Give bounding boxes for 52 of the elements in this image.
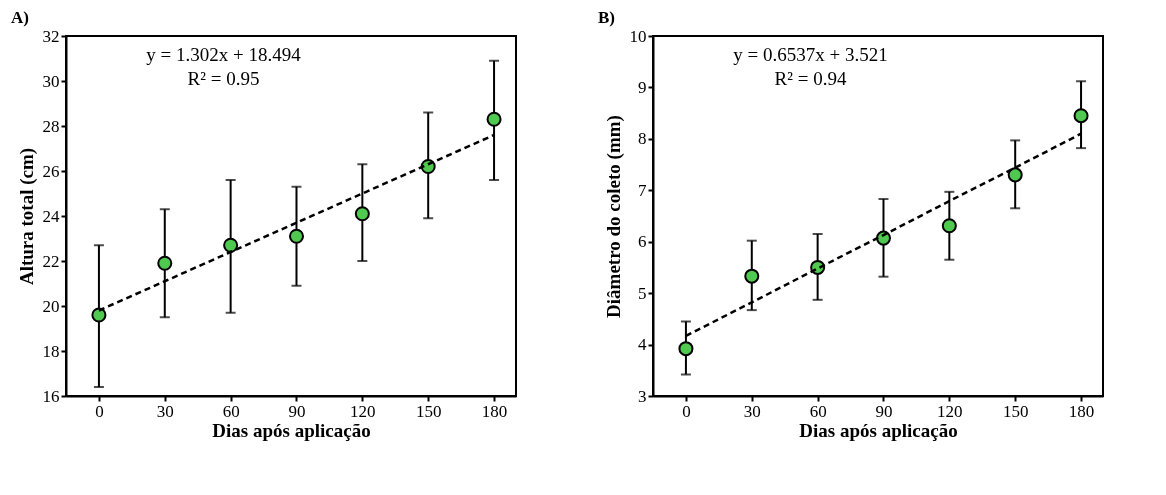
y-axis-title: Diâmetro do coleto (mm) [602, 115, 625, 318]
x-tick-label: 30 [743, 401, 761, 421]
x-tick-label: 120 [937, 401, 963, 421]
point [941, 218, 957, 234]
x-tick-label: 90 [288, 401, 306, 421]
y-tick-label: 9 [638, 77, 647, 97]
point [1073, 108, 1089, 124]
x-tick-label: 60 [222, 401, 240, 421]
y-tick-label: 7 [638, 180, 647, 200]
point [1007, 167, 1023, 183]
point [486, 111, 502, 127]
x-tick-label: 150 [415, 401, 442, 421]
annotation: y = 1.302x + 18.494 [146, 44, 302, 65]
x-tick-label: 0 [682, 401, 691, 421]
x-tick-label: 30 [156, 401, 174, 421]
x-tick-label: 180 [481, 401, 508, 421]
y-tick-label: 4 [638, 335, 647, 355]
chart-title: B) [598, 8, 615, 27]
y-tick-label: 6 [638, 232, 647, 252]
x-tick-label: 180 [1068, 401, 1095, 421]
x-tick-label: 0 [95, 401, 104, 421]
y-tick-label: 8 [638, 129, 647, 149]
y-tick-label: 20 [42, 296, 60, 316]
y-tick-label: 30 [42, 71, 60, 91]
y-tick-label: 24 [42, 206, 60, 226]
x-tick-label: 120 [350, 401, 376, 421]
point [288, 228, 305, 244]
x-tick-label: 90 [875, 401, 893, 421]
x-tick-label: 60 [809, 401, 827, 421]
point [744, 268, 760, 284]
y-tick-label: 32 [42, 26, 60, 46]
y-tick-label: 10 [629, 26, 647, 46]
y-tick-label: 18 [42, 341, 60, 361]
point [157, 255, 173, 271]
y-tick-label: 28 [42, 116, 60, 136]
chart-title: A) [11, 8, 29, 27]
x-tick-label: 150 [1002, 401, 1029, 421]
y-tick-label: 5 [638, 283, 647, 303]
y-tick-label: 26 [42, 161, 60, 181]
y-tick-label: 3 [638, 386, 647, 406]
y-axis-title: Altura total (cm) [15, 147, 38, 286]
point [223, 237, 239, 253]
point [91, 307, 107, 323]
annotation: R² = 0.95 [187, 68, 260, 89]
point [678, 341, 694, 357]
annotation: y = 0.6537x + 3.521 [733, 44, 888, 65]
x-axis-title: Dias após aplicação [799, 419, 958, 441]
y-tick-label: 22 [42, 251, 60, 271]
y-tick-label: 16 [42, 386, 60, 406]
point [354, 206, 370, 222]
annotation: R² = 0.94 [774, 68, 847, 89]
x-axis-title: Dias após aplicação [212, 419, 371, 441]
